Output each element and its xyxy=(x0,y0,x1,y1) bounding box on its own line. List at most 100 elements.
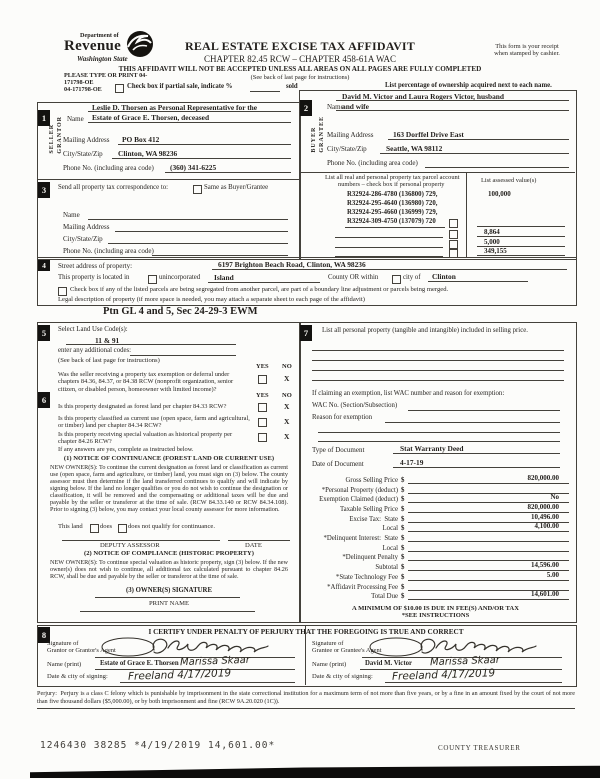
grantor-date-city-label: Date & city of signing: xyxy=(47,673,108,680)
reason-exemption-label: Reason for exemption xyxy=(312,414,373,421)
land-use-codes-value: 11 & 91 xyxy=(95,336,120,345)
seller-name-line2: Estate of Grace E. Thorsen, deceased xyxy=(92,113,210,122)
parcel-blank-field-3 xyxy=(335,256,443,257)
dollar-sign: $ xyxy=(401,593,405,600)
property-section-box xyxy=(37,257,577,306)
assessed-rule-4 xyxy=(477,255,565,256)
assessed-values-header: List assessed value(s) xyxy=(481,177,537,184)
grantor-signature-icon xyxy=(101,637,269,657)
designation-yes-header: YES xyxy=(256,392,269,399)
correspondence-csz-field xyxy=(108,243,288,244)
document-date-label: Date of Document xyxy=(312,460,364,468)
seller-name-label: Name xyxy=(67,115,84,123)
buyer-name-label: Name xyxy=(327,103,344,111)
seller-phone-value: (360) 341-6225 xyxy=(170,163,217,172)
designation-q1: Is this property designated as forest la… xyxy=(58,403,227,410)
see-back-note: (See back of last page for instructions) xyxy=(250,74,350,81)
amount-value: No xyxy=(408,494,569,503)
unincorporated-checkbox[interactable] xyxy=(148,275,157,284)
section-4-number: 4 xyxy=(38,260,50,271)
correspondence-phone-label: Phone No. (including area code) xyxy=(63,247,154,255)
dollar-sign: $ xyxy=(401,564,405,571)
amount-row-taxable: Taxable Selling Price $820,000.00 xyxy=(302,504,569,513)
amount-label: *Delinquent Interest: State xyxy=(323,535,398,542)
seller-phone-rule xyxy=(165,172,291,173)
seller-name-line1-rule xyxy=(88,111,291,112)
parcel-4-rule xyxy=(345,227,445,228)
parcel-blank-checkbox-1[interactable] xyxy=(449,230,458,239)
same-as-buyer-checkbox[interactable] xyxy=(193,185,202,194)
designation-q3: Is this property receiving special valua… xyxy=(58,431,233,446)
same-as-buyer-label: Same as Buyer/Grantee xyxy=(204,184,269,191)
assessed-value-5: 349,155 xyxy=(484,247,507,255)
land-use-codes-rule xyxy=(66,344,236,345)
section-5-number: 5 xyxy=(38,325,50,341)
grantee-signature-label-2: Grantee or Grantee's Agent xyxy=(312,647,382,654)
grantee-date-rule xyxy=(385,682,562,683)
partial-sale-checkbox[interactable] xyxy=(115,84,124,93)
buyer-name-line2: and wife xyxy=(342,102,369,111)
city-value: Clinton xyxy=(432,272,456,281)
street-address-value: 6197 Brighton Beach Road, Clinton, WA 98… xyxy=(218,260,366,269)
designation-q1-yes-checkbox[interactable] xyxy=(258,403,267,412)
city-rule xyxy=(428,281,528,282)
scan-artifact-bar xyxy=(30,765,600,778)
buyer-name-line1: David M. Victor and Laura Rogers Victor,… xyxy=(342,92,504,101)
assessed-rule-1 xyxy=(477,226,565,227)
segregated-checkbox[interactable] xyxy=(58,287,67,296)
parcel-4-personal-checkbox[interactable] xyxy=(449,219,458,228)
seller-section-box xyxy=(37,102,301,260)
amount-label: *Delinquent Penalty xyxy=(342,554,398,561)
correspondence-csz-label: City/State/Zip xyxy=(63,235,103,243)
grantee-signature-icon xyxy=(369,637,537,657)
parcel-blank-checkbox-2[interactable] xyxy=(449,240,458,249)
street-address-rule xyxy=(212,269,567,270)
land-use-section-box xyxy=(37,322,301,623)
city-checkbox[interactable] xyxy=(392,275,401,284)
wac-number-field xyxy=(408,410,560,411)
personal-property-field-1 xyxy=(312,350,564,351)
document-date-rule xyxy=(393,467,560,468)
land-use-yes-checkbox[interactable] xyxy=(258,375,267,384)
seller-csz-rule xyxy=(112,158,291,159)
deputy-assessor-signature-field xyxy=(62,540,220,541)
amount-label: Local xyxy=(382,525,398,532)
seller-mailing-label: Mailing Address xyxy=(63,136,110,144)
grantor-printed-name: Estate of Grace E. Thorsen xyxy=(100,660,179,667)
does-not-qualify-checkbox[interactable] xyxy=(118,524,127,533)
if-yes-note: If any answers are yes, complete as inst… xyxy=(58,446,194,453)
ownership-note: List percentage of ownership acquired ne… xyxy=(385,82,552,89)
amount-row-delinquent-state: *Delinquent Interest: State $ xyxy=(302,533,569,542)
grantor-name-print-label: Name (print) xyxy=(47,661,82,668)
grantor-date-rule xyxy=(120,682,295,683)
grantor-signature-field xyxy=(95,657,295,658)
amount-row-exemption: Exemption Claimed (deduct) $ No xyxy=(302,494,569,503)
unincorporated-rule xyxy=(208,282,320,283)
does-qualify-checkbox[interactable] xyxy=(90,524,99,533)
designation-q3-yes-checkbox[interactable] xyxy=(258,433,267,442)
seller-name-line2-rule xyxy=(88,122,291,123)
personal-property-field-2 xyxy=(312,360,564,361)
section-2-number: 2 xyxy=(300,100,312,116)
partial-sale-sold-label: sold xyxy=(286,83,298,90)
unincorporated-label: unincorporated xyxy=(159,274,201,281)
reason-exemption-field xyxy=(385,422,560,423)
land-use-see-back: (See back of last page for instructions) xyxy=(58,357,160,364)
certification-section-box xyxy=(37,625,577,687)
located-in-label: This property is located in xyxy=(58,274,130,281)
amount-label: Subtotal xyxy=(375,564,398,571)
amount-value xyxy=(408,551,569,552)
land-use-no-header: NO xyxy=(282,363,292,370)
amount-value xyxy=(408,560,569,561)
certification-statement: I CERTIFY UNDER PENALTY OF PERJURY THAT … xyxy=(148,628,464,636)
designation-q2-yes-checkbox[interactable] xyxy=(258,418,267,427)
perjury-notice: Perjury: Perjury is a class C felony whi… xyxy=(37,690,575,710)
logo-washington-state: Washington State xyxy=(77,55,128,63)
grantee-printed-name: David M. Victor xyxy=(365,660,413,667)
county-or-label: County OR within xyxy=(328,274,379,281)
buyer-side-label: BUYER xyxy=(311,126,317,153)
buyer-section-box xyxy=(299,90,577,260)
correspondence-phone-field xyxy=(152,255,288,256)
assessed-value-4: 5,000 xyxy=(484,238,500,246)
amount-label: *State Technology Fee xyxy=(335,574,398,581)
